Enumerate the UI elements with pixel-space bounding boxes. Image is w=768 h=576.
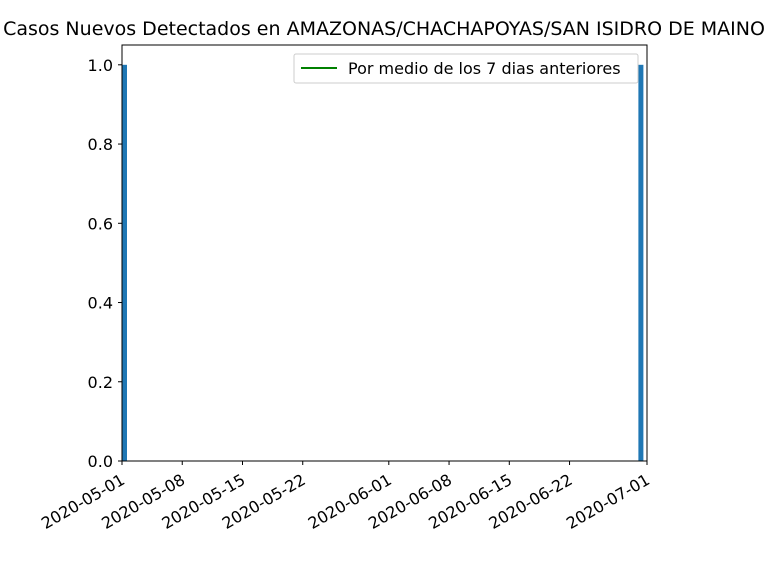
y-tick-label-0.0: 0.0 <box>88 452 113 471</box>
plot-frame <box>121 44 648 462</box>
legend: Por medio de los 7 dias anteriores <box>293 53 639 84</box>
y-tick-label-0.6: 0.6 <box>88 214 113 233</box>
chart-title: Casos Nuevos Detectados en AMAZONAS/CHAC… <box>3 18 765 40</box>
bar-2020-05-01 <box>122 64 127 462</box>
bars <box>122 64 644 462</box>
x-axis: 2020-05-012020-05-082020-05-152020-05-22… <box>38 461 653 533</box>
legend-box <box>293 53 639 84</box>
y-axis: 0.0 0.2 0.4 0.6 0.8 1.0 <box>88 56 122 471</box>
legend-label: Por medio de los 7 dias anteriores <box>348 59 621 78</box>
y-tick-label-1.0: 1.0 <box>88 56 113 75</box>
y-tick-label-0.2: 0.2 <box>88 373 113 392</box>
bar-2020-06-30 <box>638 64 644 462</box>
y-tick-label-0.8: 0.8 <box>88 135 113 154</box>
x-tick-label-2020-07-01: 2020-07-01 <box>563 470 653 533</box>
y-tick-label-0.4: 0.4 <box>88 294 113 313</box>
